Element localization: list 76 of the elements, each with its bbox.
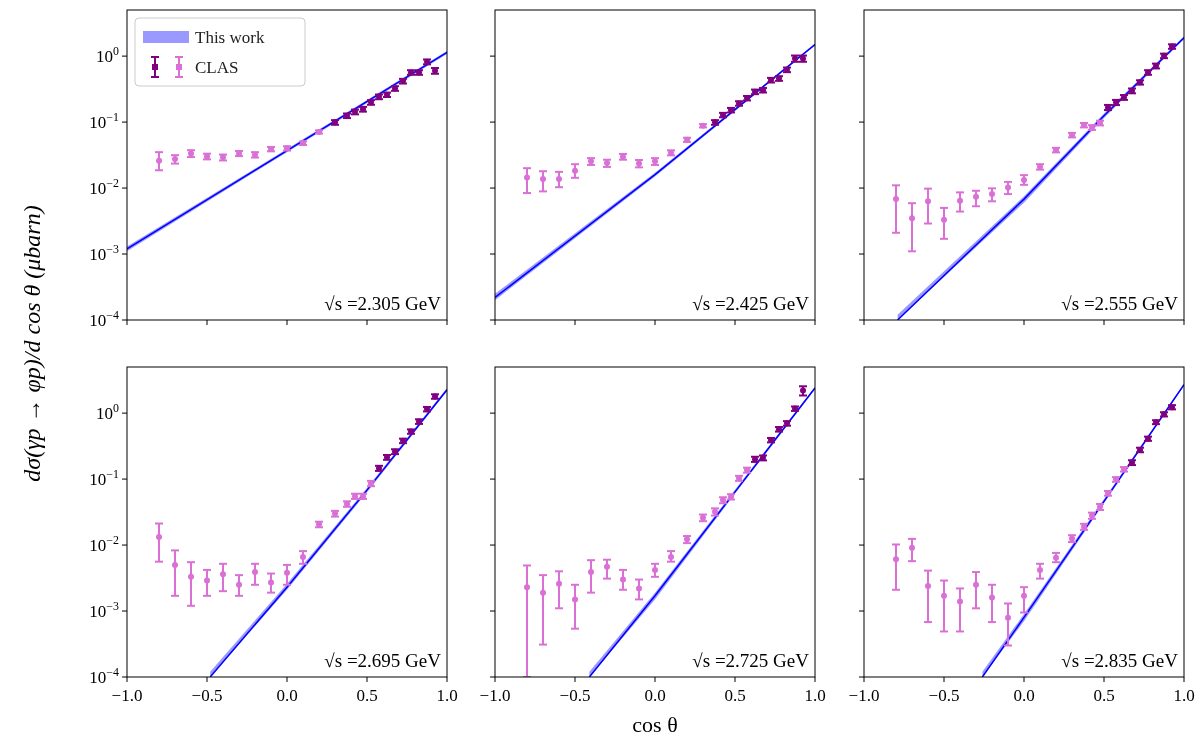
point bbox=[636, 585, 642, 592]
annotation: √s =2.305 GeV bbox=[324, 293, 442, 314]
legend-label: This work bbox=[195, 28, 265, 47]
annotation: √s =2.835 GeV bbox=[1061, 650, 1179, 671]
point bbox=[204, 577, 210, 584]
point bbox=[925, 582, 931, 589]
point bbox=[556, 176, 562, 183]
point bbox=[556, 580, 562, 587]
point bbox=[893, 196, 899, 203]
point bbox=[588, 569, 594, 576]
point bbox=[172, 561, 178, 568]
y-axis-title: dσ(γp → φp)/d cos θ (μbarn) bbox=[19, 205, 45, 482]
point bbox=[572, 596, 578, 603]
point bbox=[1037, 566, 1043, 573]
point bbox=[220, 571, 226, 578]
point bbox=[156, 533, 162, 540]
x-tick-label: −1.0 bbox=[479, 686, 511, 705]
x-axis-title: cos θ bbox=[632, 712, 678, 737]
x-tick-label: 0.5 bbox=[1093, 686, 1115, 705]
point bbox=[925, 198, 931, 205]
point bbox=[540, 176, 546, 183]
x-tick-label: 0.0 bbox=[644, 686, 666, 705]
point bbox=[1005, 184, 1011, 191]
y-tick-label: 10$^{−1}$ bbox=[89, 467, 120, 490]
point bbox=[941, 216, 947, 223]
y-tick-label: 10$^{−3}$ bbox=[89, 599, 120, 622]
point bbox=[604, 563, 610, 570]
point bbox=[957, 197, 963, 204]
annotation: √s =2.555 GeV bbox=[1061, 293, 1179, 314]
point bbox=[909, 215, 915, 222]
point bbox=[989, 594, 995, 601]
annotation: √s =2.725 GeV bbox=[692, 650, 810, 671]
y-tick-label: 10$^{−1}$ bbox=[89, 110, 120, 133]
point bbox=[989, 191, 995, 198]
y-tick-label: 10$^{−4}$ bbox=[89, 665, 120, 687]
x-tick-label: 0.5 bbox=[356, 686, 378, 705]
x-tick-label: −0.5 bbox=[559, 686, 591, 705]
point bbox=[524, 174, 530, 181]
point bbox=[957, 598, 963, 605]
point bbox=[941, 592, 947, 599]
x-tick-label: 1.0 bbox=[436, 686, 458, 705]
point bbox=[620, 576, 626, 583]
point bbox=[572, 167, 578, 174]
point bbox=[652, 566, 658, 573]
x-tick-label: 0.0 bbox=[276, 686, 298, 705]
point bbox=[973, 581, 979, 588]
point bbox=[156, 157, 162, 164]
point bbox=[236, 581, 242, 588]
point bbox=[524, 584, 530, 591]
annotation: √s =2.695 GeV bbox=[324, 650, 442, 671]
point bbox=[252, 569, 258, 576]
y-tick-label: 10$^{0}$ bbox=[96, 401, 120, 424]
y-tick-label: 10$^{−4}$ bbox=[89, 308, 120, 330]
point bbox=[284, 569, 290, 576]
point bbox=[1005, 614, 1011, 621]
y-tick-label: 10$^{0}$ bbox=[96, 44, 120, 67]
x-tick-label: −1.0 bbox=[848, 686, 880, 705]
x-tick-label: 0.5 bbox=[724, 686, 746, 705]
x-tick-label: −1.0 bbox=[111, 686, 143, 705]
y-tick-label: 10$^{−2}$ bbox=[89, 533, 120, 556]
point bbox=[540, 589, 546, 596]
point bbox=[1021, 592, 1027, 599]
point bbox=[188, 573, 194, 580]
y-tick-label: 10$^{−3}$ bbox=[89, 242, 120, 265]
x-tick-label: 0.0 bbox=[1013, 686, 1035, 705]
x-tick-label: −0.5 bbox=[928, 686, 960, 705]
y-tick-label: 10$^{−2}$ bbox=[89, 176, 120, 199]
x-tick-label: −0.5 bbox=[191, 686, 223, 705]
point bbox=[268, 579, 274, 586]
x-tick-label: 1.0 bbox=[804, 686, 826, 705]
annotation: √s =2.425 GeV bbox=[692, 293, 810, 314]
x-tick-label: 1.0 bbox=[1173, 686, 1195, 705]
point bbox=[973, 193, 979, 200]
point bbox=[909, 544, 915, 551]
point bbox=[893, 556, 899, 563]
legend-label: CLAS bbox=[195, 58, 239, 77]
